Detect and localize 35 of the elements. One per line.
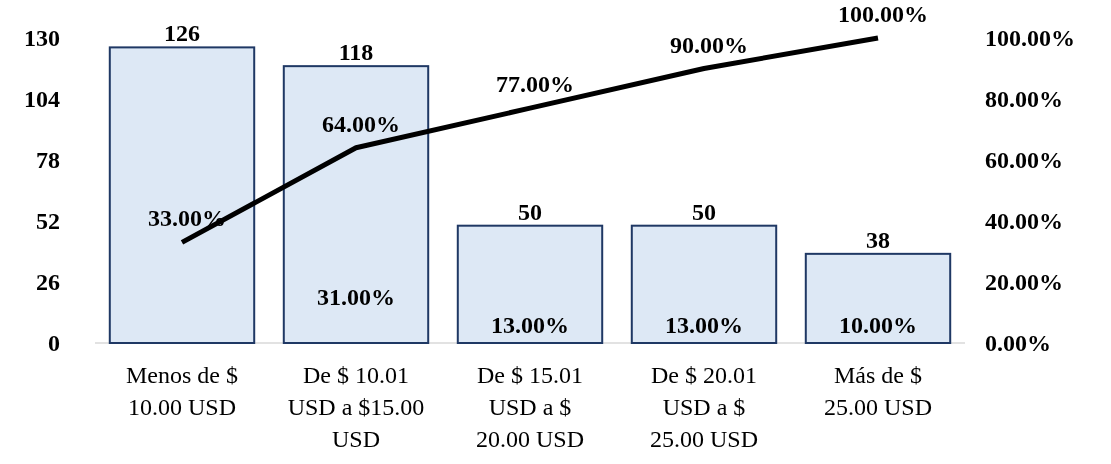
bar [282,65,430,344]
data-label: 77.00% [496,71,574,98]
bar [804,252,952,344]
y-tick-label: 52 [36,208,60,235]
y2-tick-label: 20.00% [985,269,1063,296]
y2-tick-label: 0.00% [985,330,1051,357]
data-label: 50 [692,198,716,225]
y2-tick-label: 60.00% [985,147,1063,174]
x-tick-label: Más de $ 25.00 USD [823,362,933,420]
y-tick-label: 130 [24,25,60,52]
annotation: 13.00% [665,312,743,338]
y2-tick-label: 40.00% [985,208,1063,235]
data-label: 38 [866,226,890,253]
y2-tick-label: 80.00% [985,86,1063,113]
data-label: 64.00% [322,110,400,137]
data-label: 100.00% [838,1,928,27]
y-tick-label: 26 [36,269,60,296]
x-tick-label: De $ 20.01 USD a $ 25.00 USD [649,362,759,452]
data-label: 50 [518,198,542,225]
annotation: 31.00% [317,284,395,310]
annotation: 10.00% [839,312,917,338]
y-tick-label: 78 [36,147,60,174]
y2-tick-label: 100.00% [985,25,1075,52]
bar [108,46,256,344]
y-tick-label: 0 [48,330,60,357]
x-tick-label: Menos de $ 10.00 USD [126,362,238,420]
data-label: 126 [164,20,200,47]
bar [456,224,604,344]
x-tick-label: De $ 10.01 USD a $15.00 USD [287,362,425,452]
data-label: 90.00% [670,31,748,58]
y-tick-label: 104 [24,86,60,113]
data-label: 118 [338,39,374,66]
bar [630,224,778,344]
x-tick-label: De $ 15.01 USD a $ 20.00 USD [475,362,585,452]
annotation: 13.00% [491,312,569,338]
